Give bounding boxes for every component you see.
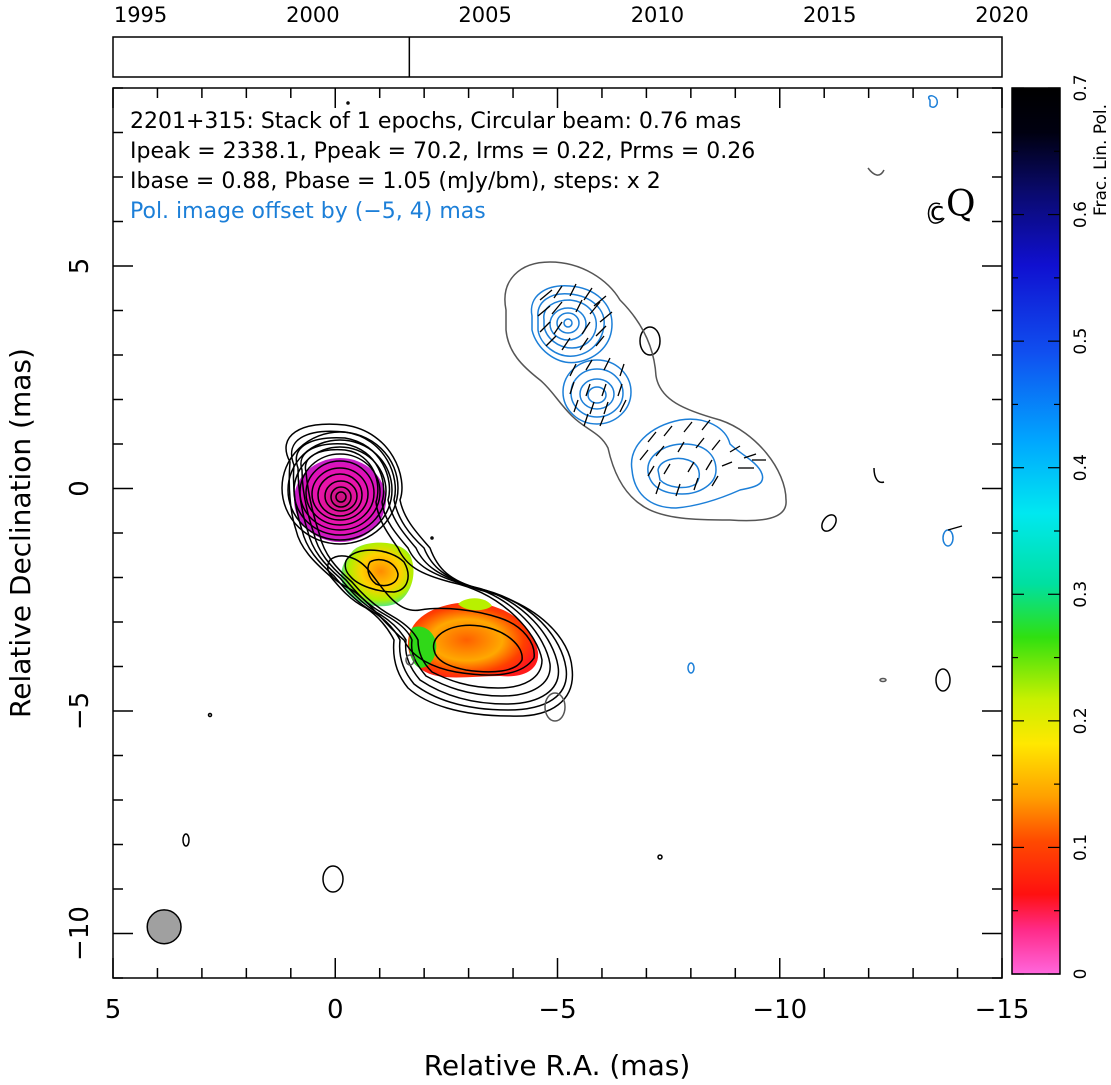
y-tick-label: −10 [65,906,95,961]
x-tick-label: −10 [752,995,807,1025]
timeline-tick-label: 2005 [458,3,511,27]
timeline-labels: 1995 2000 2005 2010 2015 2020 [114,3,1029,27]
timeline-tick-label: 1995 [114,3,167,27]
colorbar-ticks [1012,87,1060,975]
timeline-tick-label: 2000 [286,3,339,27]
stokes-i-contours [182,101,951,893]
map-plot: 5 0 −5 −10 −15 5 0 −5 −10 Relative R.A. (mas) R… [4,87,1030,1082]
x-axis-tick-labels: 5 0 −5 −10 −15 [105,995,1030,1025]
y-tick-label: 0 [65,480,95,497]
x-tick-label: −5 [538,995,576,1025]
pol-contours [405,95,963,722]
pol-base-contour [504,261,787,522]
colorbar-title: Frac. Lin. Pol. [1091,104,1111,216]
timeline-tick-label: 2020 [975,3,1028,27]
x-tick-label: 0 [327,995,344,1025]
colorbar-tick-labels: 0 0.1 0.2 0.3 0.4 0.5 0.6 0.7 [1071,74,1091,979]
y-axis-ticks [113,87,1002,979]
colorbar-tick-label: 0.5 [1071,328,1091,355]
quality-prefix: c [930,197,944,227]
y-axis-title: Relative Declination (mas) [4,348,37,718]
y-tick-label: 5 [65,258,95,275]
x-tick-label: −15 [975,995,1030,1025]
timeline: 1995 2000 2005 2010 2015 2020 [112,3,1029,78]
y-axis-tick-labels: 5 0 −5 −10 [65,258,95,961]
x-axis-ticks [112,88,1003,978]
annotation-line-1: 2201+315: Stack of 1 epochs, Circular be… [130,109,741,134]
colorbar-tick-label: 0.3 [1071,581,1091,608]
pol-evpa-vectors [537,283,963,531]
y-tick-label: −5 [65,692,95,730]
colorbar-tick-label: 0.7 [1071,74,1091,101]
quality-mark: Q [946,184,976,225]
colorbar-tick-label: 0.1 [1071,834,1091,861]
colorbar-tick-label: 0.4 [1071,454,1091,481]
x-axis-title: Relative R.A. (mas) [424,1049,691,1082]
frac-pol-outer-jet [407,602,539,678]
x-tick-label: 5 [105,995,122,1025]
annotation-line-2: Ipeak = 2338.1, Ppeak = 70.2, Irms = 0.2… [130,139,755,164]
annotation-line-4: Pol. image offset by (−5, 4) mas [130,199,486,224]
timeline-tick-label: 2015 [803,3,856,27]
colorbar-tick-label: 0.6 [1071,201,1091,228]
timeline-frame [112,36,1003,78]
timeline-tick-label: 2010 [631,3,684,27]
annotation-line-3: Ibase = 0.88, Pbase = 1.05 (mJy/bm), ste… [130,169,661,194]
annotation-block: 2201+315: Stack of 1 epochs, Circular be… [130,109,755,224]
colorbar: 0 0.1 0.2 0.3 0.4 0.5 0.6 0.7 Frac. Lin. Pol. [1011,74,1111,979]
colorbar-tick-label: 0 [1071,969,1091,980]
colorbar-gradient [1011,87,1061,975]
beam [146,909,182,945]
colorbar-tick-label: 0.2 [1071,707,1091,734]
